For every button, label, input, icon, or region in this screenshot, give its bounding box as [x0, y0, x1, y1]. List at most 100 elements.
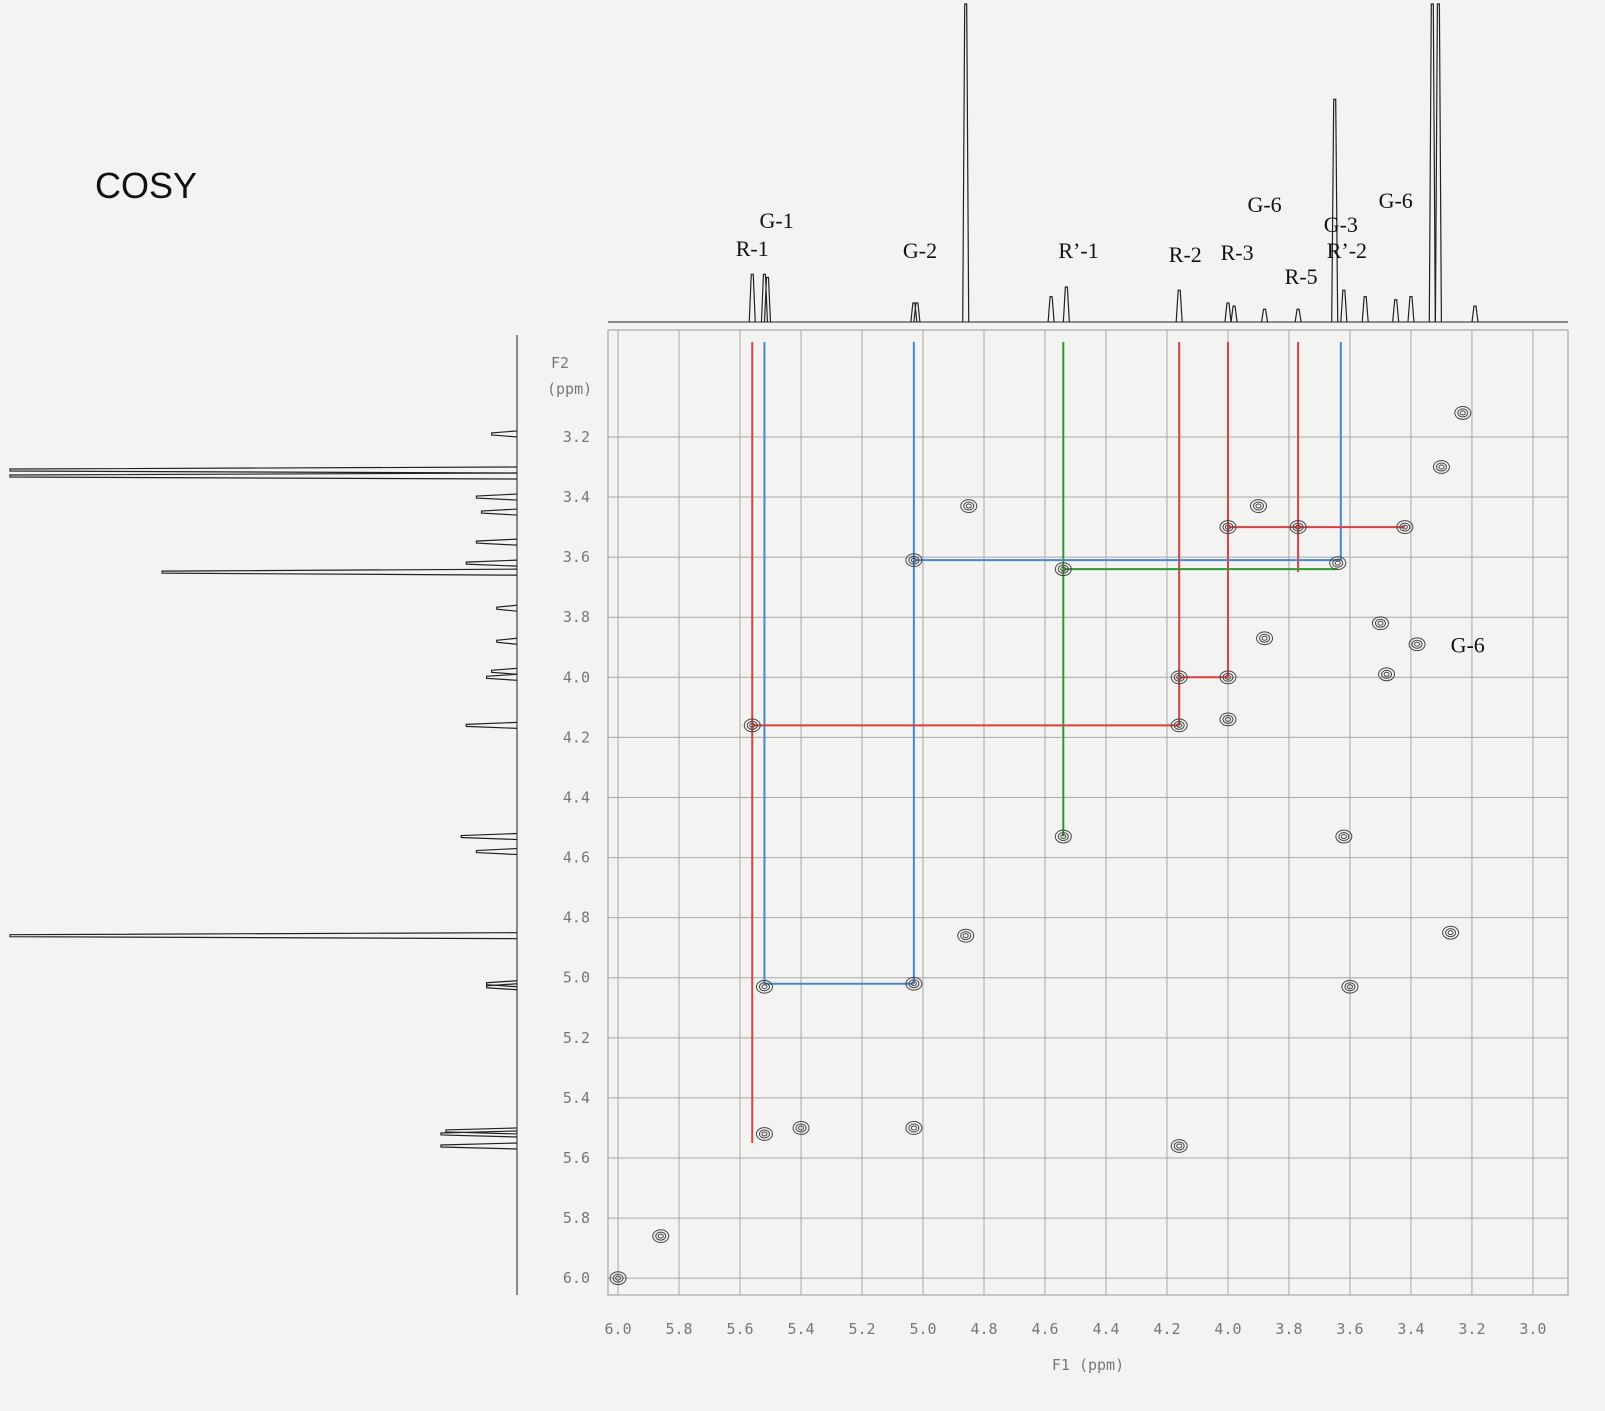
- contour: [1176, 1143, 1183, 1149]
- x-tick-label: 4.8: [970, 1320, 997, 1338]
- contour: [1252, 501, 1264, 511]
- contour: [908, 555, 920, 565]
- contour: [1445, 928, 1457, 938]
- left-peak: [485, 980, 518, 988]
- peak-label: G-6: [1379, 188, 1413, 213]
- y-tick-label: 4.4: [563, 788, 590, 806]
- y-tick-label: 4.0: [563, 668, 590, 686]
- contour: [1173, 720, 1185, 730]
- top-peak: [1392, 299, 1400, 323]
- contour: [965, 503, 972, 509]
- x-tick-label: 3.8: [1275, 1320, 1302, 1338]
- contour: [1289, 520, 1307, 534]
- contour: [746, 720, 758, 730]
- contour: [758, 1129, 770, 1139]
- left-peak: [475, 493, 518, 501]
- cross-peak: [1054, 829, 1072, 844]
- cross-peak: [1219, 520, 1237, 534]
- contour: [1054, 562, 1072, 577]
- contour: [1335, 829, 1353, 844]
- x-tick-label: 4.2: [1153, 1320, 1180, 1338]
- left-peak: [480, 508, 518, 516]
- contour: [1341, 979, 1359, 994]
- contour: [1249, 499, 1267, 513]
- contour: [1060, 566, 1067, 572]
- left-peak: [9, 466, 518, 474]
- top-peak: [913, 302, 921, 323]
- peak-label: R-5: [1285, 264, 1318, 289]
- contour: [908, 979, 920, 989]
- contour: [1170, 1139, 1188, 1153]
- top-peak: [748, 273, 756, 323]
- contour: [1176, 722, 1183, 728]
- contour: [1224, 716, 1231, 722]
- y-tick-label: 5.4: [563, 1089, 590, 1107]
- top-peak: [1331, 98, 1339, 323]
- contour: [1219, 670, 1237, 685]
- contour: [761, 984, 768, 990]
- contour: [657, 1233, 664, 1239]
- contour: [905, 553, 923, 568]
- x-axis-label: F1 (ppm): [1052, 1356, 1124, 1374]
- contour: [1329, 556, 1347, 571]
- cross-peak: [957, 928, 975, 943]
- contour: [1256, 631, 1274, 646]
- x-tick-label: 5.4: [787, 1320, 814, 1338]
- contour: [612, 1273, 624, 1283]
- contour: [910, 1125, 917, 1131]
- contour: [1408, 637, 1426, 652]
- top-peak: [1340, 289, 1348, 323]
- contour: [1383, 671, 1390, 677]
- y-axis-label: F2: [551, 354, 569, 372]
- contour: [962, 933, 969, 939]
- cross-peak: [1170, 670, 1188, 685]
- y-tick-label: 5.2: [563, 1029, 590, 1047]
- contour: [1173, 672, 1185, 682]
- contour: [1261, 635, 1268, 641]
- contour: [1438, 464, 1445, 470]
- cross-peak: [1256, 631, 1274, 646]
- contour: [1344, 982, 1356, 992]
- left-peak: [491, 667, 518, 675]
- cross-peak: [1335, 829, 1353, 844]
- peak-label: G-6: [1247, 192, 1281, 217]
- x-tick-label: 4.6: [1031, 1320, 1058, 1338]
- peak-label: R-3: [1221, 240, 1254, 265]
- contour: [1219, 712, 1237, 727]
- top-peak: [1224, 302, 1232, 323]
- plot-frame: [607, 329, 1569, 1296]
- peak-label: R-2: [1169, 242, 1202, 267]
- contour: [1338, 832, 1350, 842]
- contour: [609, 1271, 627, 1286]
- top-peak: [1471, 305, 1479, 323]
- contour: [1332, 558, 1344, 568]
- contour: [1170, 718, 1188, 733]
- contour: [1411, 639, 1423, 649]
- cross-peak: [905, 976, 923, 991]
- cross-peak: [1219, 712, 1237, 727]
- contour: [957, 928, 975, 943]
- cross-peak: [1249, 499, 1267, 513]
- contour: [963, 501, 975, 511]
- top-peak: [962, 3, 970, 323]
- x-tick-label: 4.4: [1092, 1320, 1119, 1338]
- cross-peak: [1341, 979, 1359, 994]
- contour: [1057, 832, 1069, 842]
- plot-annotation: G-6: [1451, 632, 1485, 657]
- contour: [1057, 564, 1069, 574]
- contour: [1060, 834, 1067, 840]
- x-tick-label: 3.4: [1397, 1320, 1424, 1338]
- x-tick-label: 6.0: [605, 1320, 632, 1338]
- left-peak: [496, 604, 518, 612]
- contour: [1432, 460, 1450, 474]
- contour: [1222, 522, 1234, 532]
- contour: [1340, 834, 1347, 840]
- contour: [749, 722, 756, 728]
- cross-peak: [755, 1127, 773, 1141]
- contour: [755, 979, 773, 994]
- contour: [1381, 669, 1393, 679]
- left-peak: [9, 932, 518, 940]
- top-peak: [1434, 3, 1442, 323]
- left-peak: [496, 637, 518, 645]
